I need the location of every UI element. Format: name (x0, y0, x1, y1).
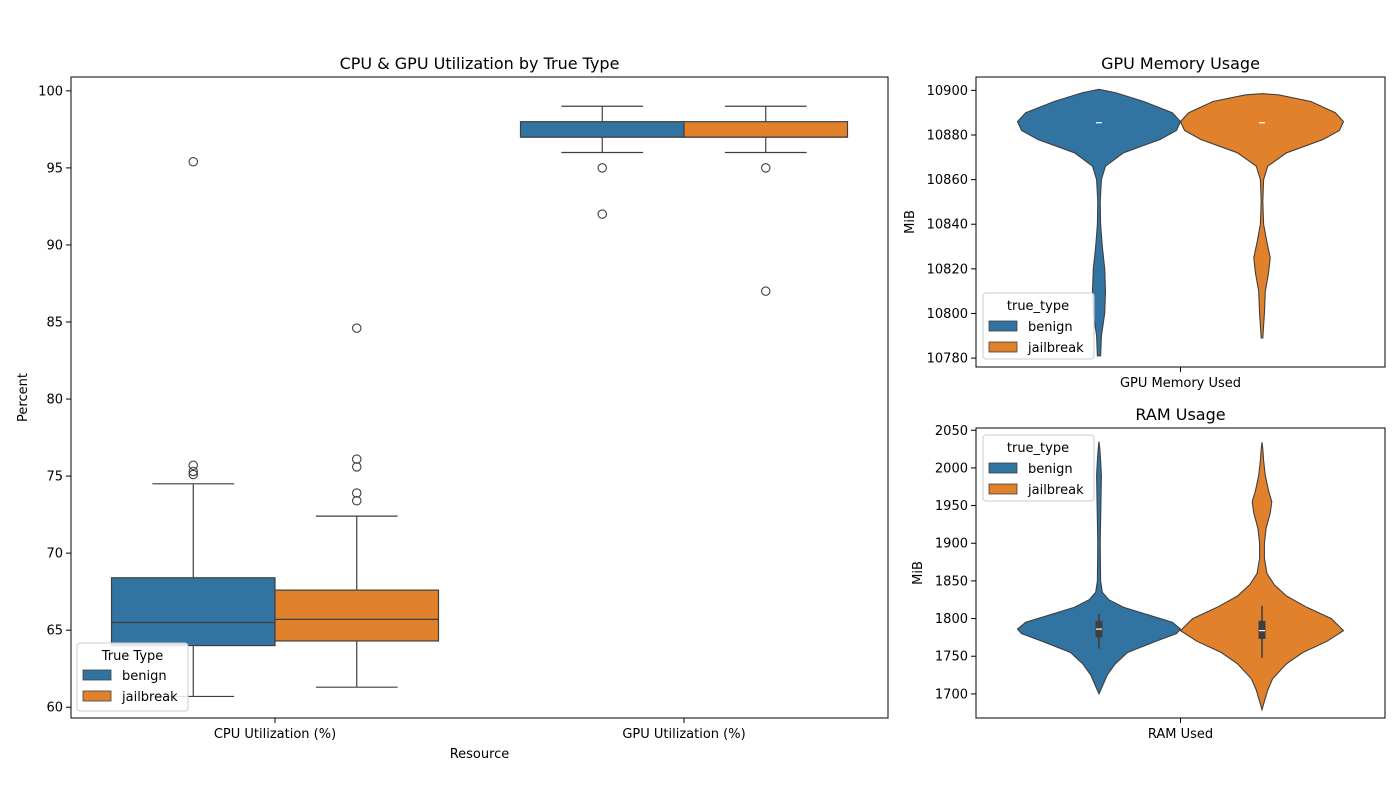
panel3-ytick-label: 1850 (935, 574, 968, 589)
box-outlier (351, 462, 362, 472)
panel3-legend-swatch-benign (988, 462, 1018, 474)
panel2-xlabel: GPU Memory Used (1120, 376, 1241, 391)
panel2-ytick-label: 10900 (927, 84, 968, 99)
panel1-frame (70, 76, 889, 719)
panel3-plot-area: 1700 1750 1800 1850 1900 1950 2000 2050 (935, 424, 1345, 712)
panel1-legend-swatch-benign (82, 669, 112, 681)
panel1-ytick-label: 100 (38, 84, 63, 99)
violin-jailbreak (1179, 93, 1345, 339)
box-outlier (760, 286, 771, 296)
box-outlier (760, 163, 771, 173)
box-jailbreak (274, 589, 440, 642)
panel2-ytick-label: 10880 (927, 129, 968, 144)
panel2-plot-area: 10780 10800 10820 10840 10860 10880 10900 (927, 84, 1345, 367)
box-outlier (351, 323, 362, 333)
panel3-ytick-label: 1950 (935, 499, 968, 514)
box-outlier (188, 469, 199, 480)
panel1-xlabel: Resource (450, 747, 510, 762)
panel1-ylabel: Percent (16, 373, 31, 422)
gpu-memory-panel: GPU Memory Usage 10780 10800 10820 10840 108… (903, 54, 1386, 391)
panel2-ytick-label: 10820 (927, 262, 968, 277)
panel1-legend-swatch-jailbreak (82, 690, 112, 702)
panel1-xtick-cpu: CPU Utilization (%) (214, 727, 336, 742)
box-benign (110, 577, 276, 647)
panel2-legend-label-benign: benign (1028, 320, 1073, 335)
panel2-ylabel: MiB (903, 210, 918, 234)
panel3-ylabel: MiB (911, 561, 926, 585)
panel2-ytick-label: 10840 (927, 218, 968, 233)
panel1-ytick-label: 90 (46, 238, 63, 253)
panel3-legend: true_type benign jailbreak (982, 434, 1095, 502)
box-outlier (351, 495, 362, 506)
panel1-legend-label-jailbreak: jailbreak (121, 690, 178, 705)
panel1-ytick-label: 75 (46, 470, 63, 485)
panel2-legend-title: true_type (1007, 299, 1069, 314)
panel3-legend-title: true_type (1007, 441, 1069, 456)
panel3-ytick-label: 2050 (935, 424, 968, 439)
violin-inner-box (1258, 620, 1266, 639)
panel2-title: GPU Memory Usage (1101, 54, 1260, 73)
violin-benign (1016, 88, 1182, 357)
panel1-legend-label-benign: benign (122, 669, 167, 684)
violin-jailbreak (1179, 442, 1345, 712)
panel2-legend-swatch-benign (988, 320, 1018, 332)
panel3-title: RAM Usage (1135, 405, 1225, 424)
panel2-legend: true_type benign jailbreak (982, 292, 1095, 360)
panel1-legend-title: True Type (101, 649, 164, 664)
panel1-ytick-label: 60 (46, 701, 63, 716)
panel1-title: CPU & GPU Utilization by True Type (340, 54, 620, 73)
panel3-ytick-label: 1900 (935, 537, 968, 552)
panel1-ytick-label: 85 (46, 315, 63, 330)
panel1-legend: True Type benign jailbreak (76, 642, 189, 712)
box-outlier (351, 488, 362, 498)
panel3-ytick-label: 1750 (935, 650, 968, 665)
violin-benign (1016, 441, 1182, 696)
panel1-ytick-label: 95 (46, 161, 63, 176)
panel3-legend-label-benign: benign (1028, 462, 1073, 477)
panel3-legend-swatch-jailbreak (988, 483, 1018, 495)
panel1-ytick-label: 70 (46, 547, 63, 562)
panel3-ytick-label: 2000 (935, 461, 968, 476)
panel2-ytick-label: 10800 (927, 307, 968, 322)
box-jailbreak (683, 121, 849, 138)
box-outlier (597, 209, 607, 219)
box-outlier (188, 156, 199, 167)
box-outlier (188, 466, 199, 477)
panel1-ytick-label: 80 (46, 393, 63, 408)
panel2-ytick-label: 10780 (927, 352, 968, 367)
panel3-ytick-label: 1800 (935, 612, 968, 627)
panel1-plot-area: 60 65 70 75 80 85 90 95 100 (38, 84, 849, 716)
cpu-gpu-utilization-panel: CPU & GPU Utilization by True Type 60 65 7… (16, 54, 889, 762)
panel2-legend-swatch-jailbreak (988, 341, 1018, 353)
box-benign (519, 121, 685, 138)
panel1-xtick-gpu: GPU Utilization (%) (622, 727, 745, 742)
ram-usage-panel: RAM Usage 1700 1750 1800 1850 1900 1950 2000 20… (911, 405, 1386, 742)
panel3-xlabel: RAM Used (1148, 727, 1213, 742)
panel2-legend-label-jailbreak: jailbreak (1027, 341, 1084, 356)
panel3-ytick-label: 1700 (935, 687, 968, 702)
panel3-legend-label-jailbreak: jailbreak (1027, 483, 1084, 498)
box-outlier (188, 460, 199, 471)
box-outlier (597, 163, 607, 173)
panel1-ytick-label: 65 (46, 624, 63, 639)
panel2-ytick-label: 10860 (927, 173, 968, 188)
box-outlier (351, 454, 362, 464)
